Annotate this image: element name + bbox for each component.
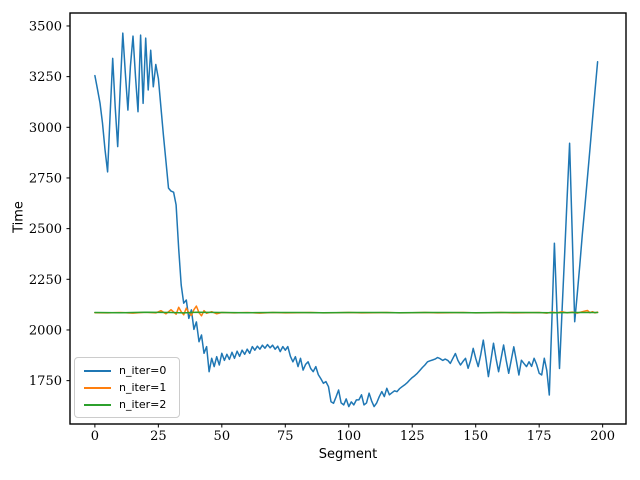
- y-axis-label: Time: [11, 201, 27, 233]
- legend-line-swatch-blue: [84, 369, 111, 372]
- x-tick-label: 50: [214, 429, 231, 444]
- x-tick-label: 150: [463, 429, 488, 444]
- x-tick-label: 75: [277, 429, 294, 444]
- x-tick-label: 175: [527, 429, 552, 444]
- legend-line-swatch-orange: [84, 386, 111, 389]
- y-tick-label: 2500: [29, 222, 62, 237]
- line-series-1: [94, 305, 599, 317]
- x-tick-label: 0: [91, 429, 99, 444]
- y-tick-label: 3500: [29, 19, 62, 34]
- y-tick-label: 1750: [29, 374, 62, 389]
- x-tick-label: 200: [590, 429, 615, 444]
- y-tick-label: 2750: [29, 171, 62, 186]
- y-tick-label: 3000: [29, 121, 62, 136]
- legend-label: n_iter=1: [119, 381, 167, 394]
- x-tick-label: 125: [400, 429, 425, 444]
- legend-line-swatch-green: [84, 403, 111, 406]
- plot-frame: [69, 12, 627, 425]
- x-tick-label: 100: [336, 429, 361, 444]
- x-tick-label: 25: [150, 429, 167, 444]
- x-axis-label: Segment: [318, 447, 378, 462]
- y-tick-label: 2000: [29, 323, 62, 338]
- legend-entry-n-iter-1: n_iter=1: [84, 382, 173, 393]
- y-tick-label: 3250: [29, 70, 62, 85]
- line-series-0: [94, 32, 599, 408]
- legend-label: n_iter=2: [119, 398, 167, 411]
- y-tick-label: 2250: [29, 273, 62, 288]
- legend-label: n_iter=0: [119, 364, 167, 377]
- legend-entry-n-iter-0: n_iter=0: [84, 365, 173, 376]
- line-series-2: [94, 311, 599, 314]
- legend: n_iter=0 n_iter=1 n_iter=2: [74, 357, 180, 418]
- legend-entry-n-iter-2: n_iter=2: [84, 399, 173, 410]
